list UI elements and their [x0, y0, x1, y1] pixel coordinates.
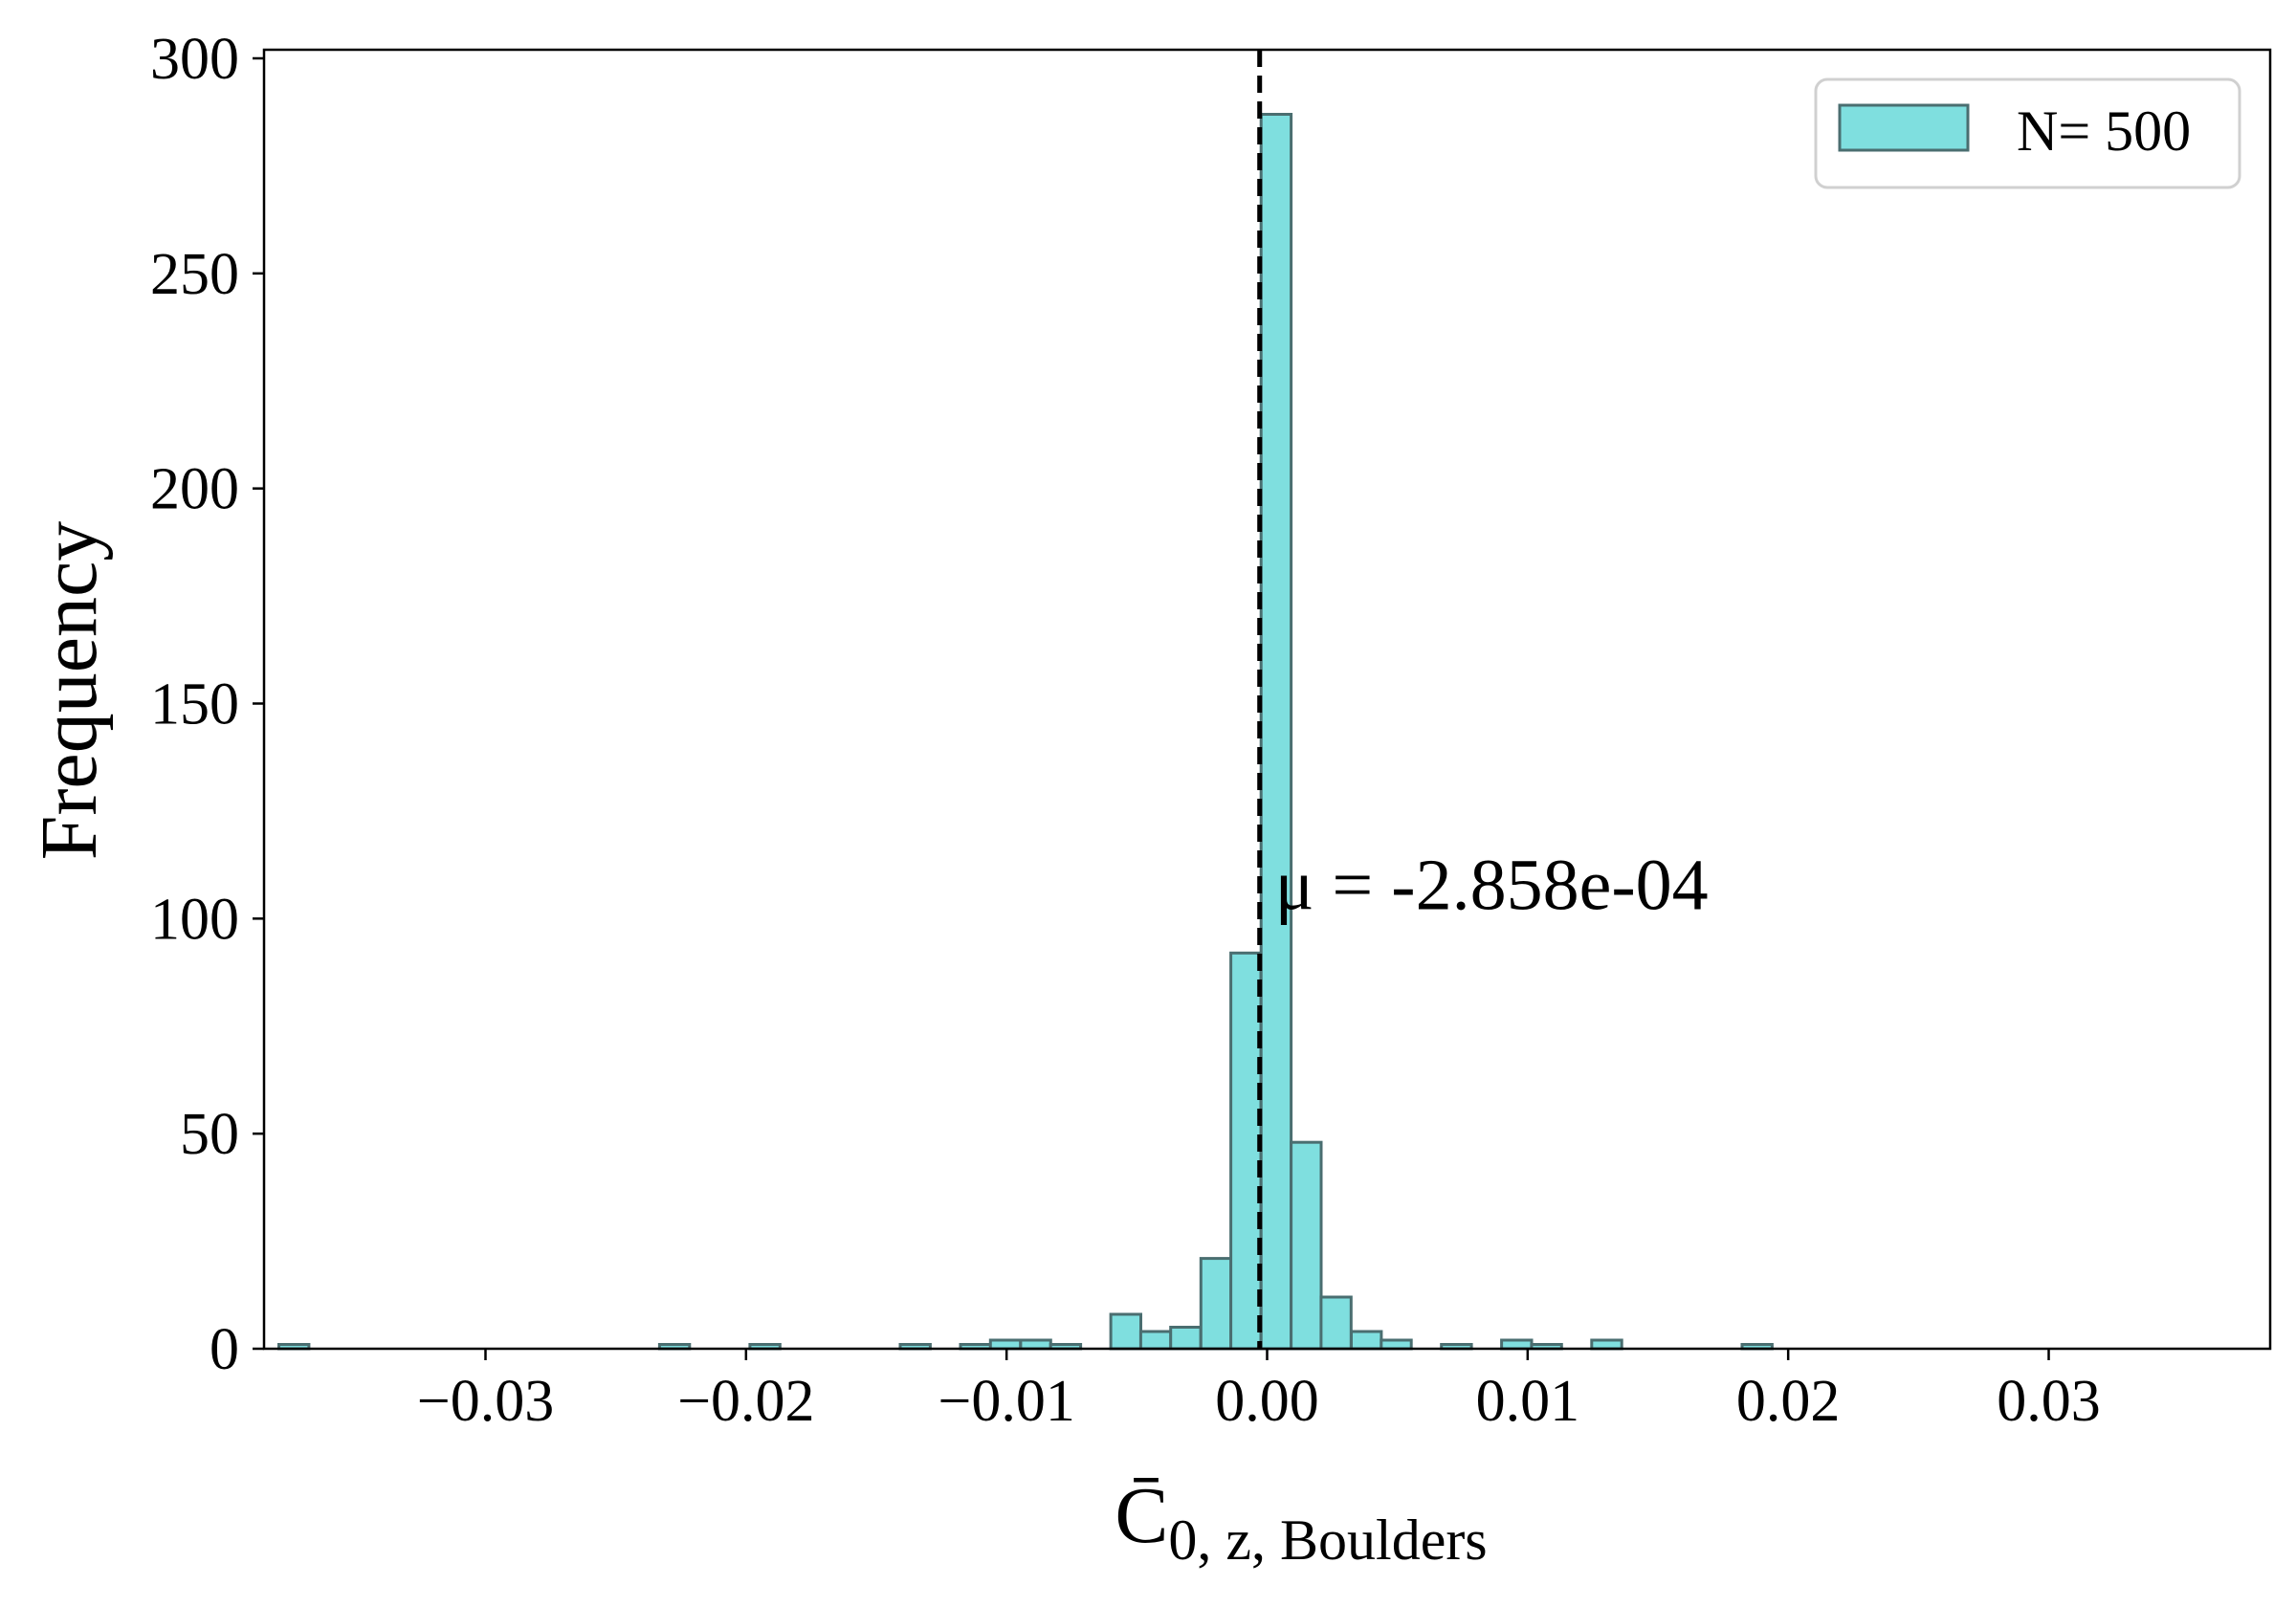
histogram-bar	[1380, 1338, 1413, 1351]
y-tick-label: 300	[150, 27, 239, 92]
x-tick-label: −0.02	[677, 1369, 814, 1434]
legend-label: N= 500	[2017, 99, 2191, 163]
histogram-bar	[1229, 951, 1263, 1351]
histogram-bar	[1500, 1338, 1534, 1351]
y-axis-ticks: 0 50 100 150 200 250 300	[150, 27, 264, 1382]
histogram-bar	[1138, 1330, 1173, 1351]
x-axis-title-subscript: 0, z, Boulders	[1168, 1508, 1487, 1572]
histogram-bars	[277, 113, 1774, 1351]
x-axis-title: C̄0, z, Boulders	[1115, 1471, 1487, 1572]
y-tick-label: 150	[150, 671, 239, 737]
x-tick-label: −0.03	[417, 1369, 554, 1434]
y-tick-label: 0	[210, 1317, 239, 1382]
histogram-bar	[988, 1338, 1023, 1351]
y-tick-label: 250	[150, 242, 239, 307]
histogram-bar	[1019, 1338, 1052, 1351]
x-axis-title-main: C̄	[1115, 1471, 1168, 1560]
histogram-bar	[1109, 1312, 1142, 1351]
legend: N= 500	[1814, 77, 2241, 189]
y-tick-label: 200	[150, 457, 239, 522]
x-axis-ticks: −0.03 −0.02 −0.01 0.00 0.01 0.02 0.03	[417, 1349, 2101, 1434]
histogram-bar	[1590, 1338, 1623, 1351]
histogram-bar	[1259, 113, 1293, 1351]
x-tick-label: 0.00	[1215, 1369, 1319, 1434]
x-tick-label: −0.01	[938, 1369, 1074, 1434]
y-tick-label: 100	[150, 887, 239, 952]
y-axis-title: Frequency	[25, 521, 114, 861]
histogram-bar	[1350, 1330, 1383, 1351]
x-tick-label: 0.02	[1736, 1369, 1841, 1434]
histogram-bar	[1319, 1295, 1353, 1351]
histogram-bar	[1199, 1257, 1233, 1351]
x-tick-label: 0.01	[1476, 1369, 1580, 1434]
x-tick-label: 0.03	[1997, 1369, 2101, 1434]
histogram-bar	[1290, 1140, 1323, 1351]
mean-annotation: μ = -2.858e-04	[1275, 845, 1709, 925]
histogram-bar	[1169, 1326, 1203, 1351]
legend-swatch	[1838, 103, 1970, 152]
y-tick-label: 50	[180, 1102, 239, 1167]
